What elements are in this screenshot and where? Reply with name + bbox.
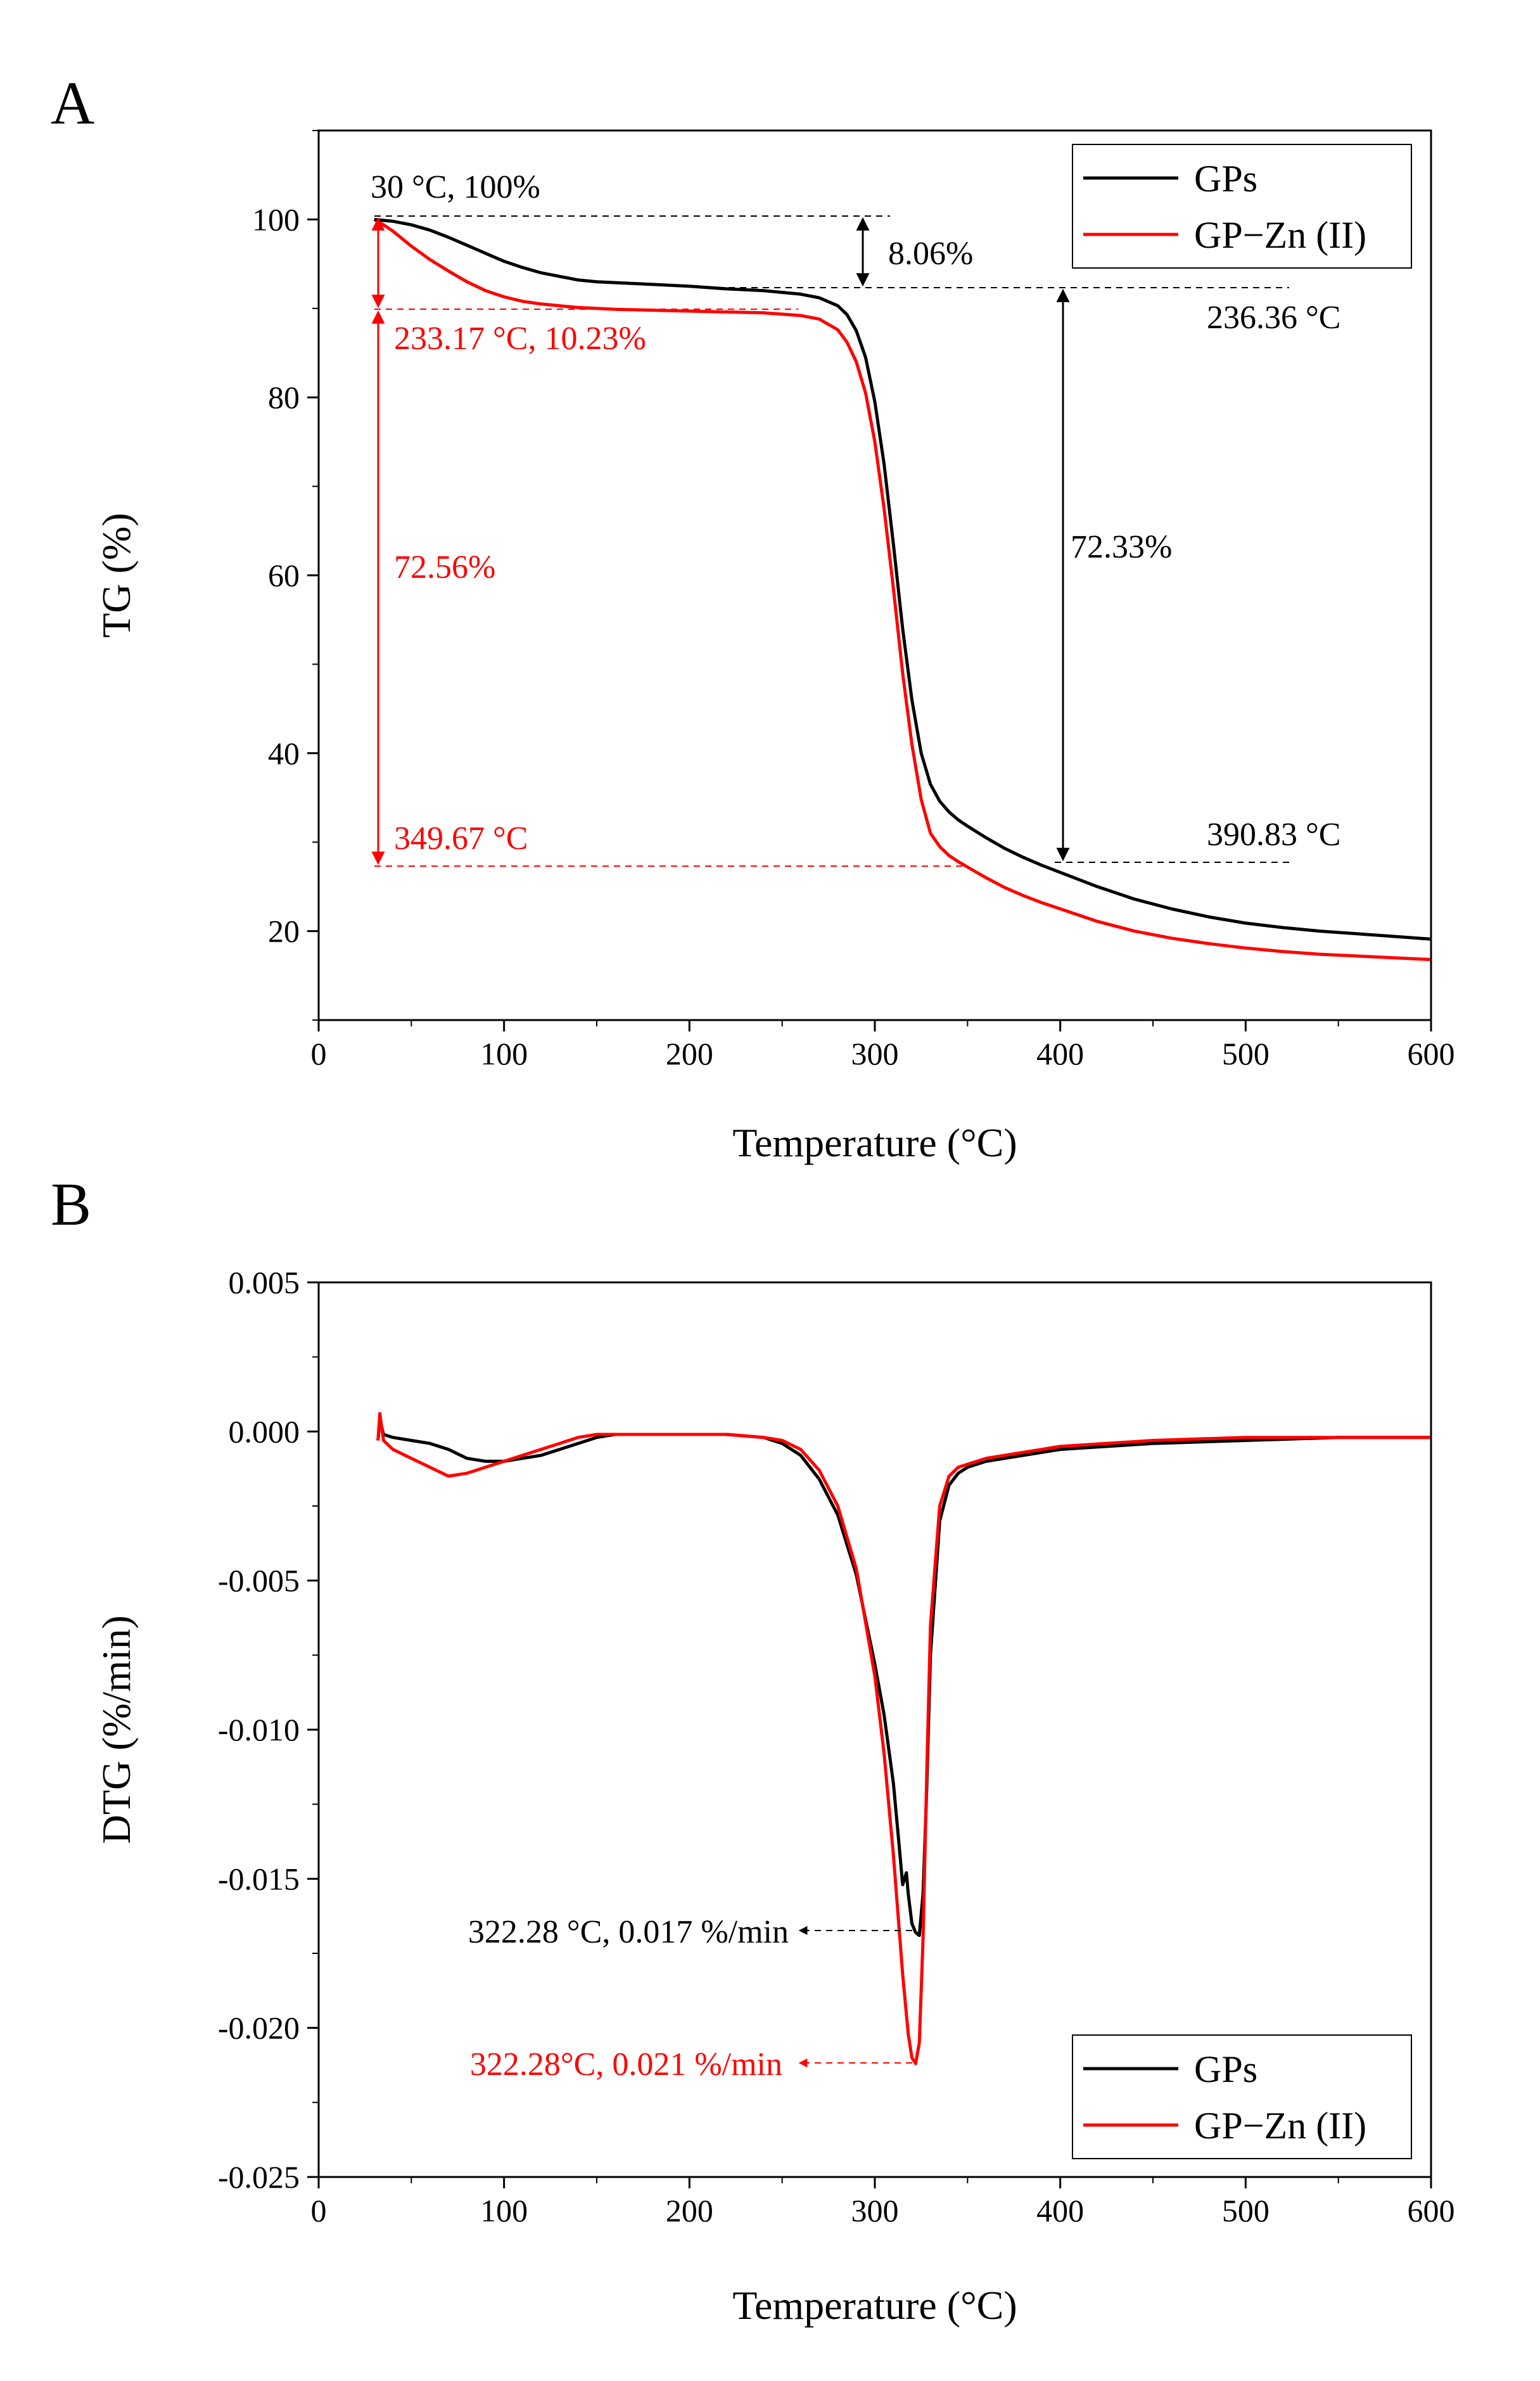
- panel-a-x-tick-label: 400: [1036, 1036, 1084, 1071]
- annotation-72-56: 72.56%: [394, 549, 495, 585]
- panel-a-series: [373, 217, 1432, 961]
- panel-a-y-axis-title: TG (%): [94, 513, 139, 637]
- legend-b-gpzn-label: GP−Zn (II): [1194, 2105, 1366, 2147]
- panel-b-y-tick-label: -0.020: [218, 2010, 300, 2046]
- panel-a-x-tick-label: 500: [1222, 1036, 1270, 1071]
- legend-a-gps-label: GPs: [1194, 158, 1257, 200]
- panel-a-series-gp-zn-line: [373, 218, 1432, 961]
- panel-a-tg-chart: A 0 100 200 300 400 500 600 20 40 60 80 100 Tempera…: [51, 69, 1455, 1165]
- panel-a-annotation-lines-gpzn: [371, 217, 966, 867]
- panel-b-y-tick-label: 0.005: [229, 1265, 300, 1300]
- annotation-390-83: 390.83 °C: [1207, 817, 1340, 853]
- panel-b-y-axis-title: DTG (%/min): [94, 1616, 139, 1844]
- panel-b-y-tick-label: 0.000: [229, 1414, 300, 1449]
- panel-a-legend-box: [1072, 144, 1412, 269]
- panel-b-x-tick-label: 400: [1036, 2193, 1084, 2228]
- panel-b-x-tick-label: 0: [311, 2193, 327, 2228]
- panel-b-dtg-chart: B 0 100 200 300 400 500 600 0.005 0.000 -0.005 -0.…: [51, 1170, 1455, 2328]
- annotation-236-36: 236.36 °C: [1207, 300, 1340, 336]
- panel-a-label: A: [51, 69, 94, 137]
- annotation-349-67: 349.67 °C: [394, 820, 528, 857]
- panel-a-plot-frame: [317, 129, 1432, 1021]
- annotation-72-33: 72.33%: [1071, 529, 1172, 565]
- panel-a-x-axis-title: Temperature (°C): [732, 1120, 1017, 1165]
- panel-b-x-tick-label: 300: [851, 2193, 899, 2228]
- panel-b-series-gps-line: [376, 1418, 1431, 1937]
- panel-b-x-axis-title: Temperature (°C): [732, 2283, 1017, 2328]
- panel-a-x-tick-label: 300: [851, 1036, 899, 1071]
- panel-a-annotation-lines-gps: [374, 215, 1289, 863]
- panel-b-y-tick-label: -0.015: [218, 1861, 300, 1896]
- annotation-30c-100: 30 °C, 100%: [371, 169, 540, 205]
- panel-b-axes: 0 100 200 300 400 500 600 0.005 0.000 -0.005 -0.01…: [218, 1265, 1455, 2228]
- panel-b-legend-box: [1072, 2034, 1412, 2159]
- annotation-8-06: 8.06%: [888, 236, 973, 272]
- annotation-peak-gps: 322.28 °C, 0.017 %/min: [468, 1914, 789, 1950]
- panel-b-x-tick-label: 100: [480, 2193, 528, 2228]
- panel-a-series-gps-line: [374, 217, 1432, 941]
- panel-b-legend: GPs GP−Zn (II): [1072, 2034, 1412, 2159]
- panel-a-y-tick-label: 20: [268, 914, 300, 949]
- legend-b-gps-label: GPs: [1194, 2048, 1257, 2090]
- panel-b-x-tick-label: 600: [1408, 2193, 1455, 2228]
- panel-a-axes: 0 100 200 300 400 500 600 20 40 60 80 100: [252, 130, 1455, 1071]
- panel-b-x-tick-label: 500: [1222, 2193, 1270, 2228]
- panel-b-plot-frame: [317, 1281, 1432, 2178]
- panel-b-y-tick-label: -0.005: [218, 1563, 300, 1599]
- panel-a-y-tick-label: 60: [268, 558, 300, 593]
- legend-a-gpzn-label: GP−Zn (II): [1194, 214, 1366, 256]
- panel-a-x-tick-label: 0: [311, 1036, 327, 1071]
- panel-a-y-tick-label: 100: [252, 201, 300, 237]
- panel-a-x-tick-label: 100: [480, 1036, 528, 1071]
- panel-b-label: B: [51, 1170, 91, 1238]
- panel-a-x-tick-label: 200: [666, 1036, 713, 1071]
- panel-a-y-tick-label: 40: [268, 736, 300, 771]
- panel-a-y-tick-label: 80: [268, 380, 300, 415]
- panel-a-legend: GPs GP−Zn (II): [1072, 144, 1412, 269]
- annotation-233-17: 233.17 °C, 10.23%: [394, 321, 646, 357]
- panel-b-series: [376, 1412, 1431, 2065]
- panel-b-y-tick-label: -0.010: [218, 1712, 300, 1747]
- panel-b-y-tick-label: -0.025: [218, 2159, 300, 2195]
- panel-b-x-tick-label: 200: [666, 2193, 713, 2228]
- annotation-peak-gpzn: 322.28°C, 0.021 %/min: [470, 2046, 782, 2083]
- panel-b-series-gp-zn-line: [376, 1412, 1431, 2065]
- panel-a-x-tick-label: 600: [1408, 1036, 1455, 1071]
